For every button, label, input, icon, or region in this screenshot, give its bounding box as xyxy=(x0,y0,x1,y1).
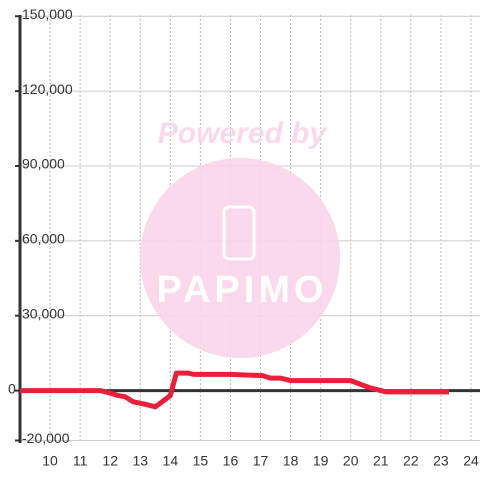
x-tick-label: 13 xyxy=(132,453,148,469)
y-tick-label: 120,000 xyxy=(22,81,73,97)
x-tick-label: 22 xyxy=(403,453,419,469)
x-tick-label: 20 xyxy=(343,453,359,469)
y-tick-label: 30,000 xyxy=(22,305,65,321)
watermark: Powered by PAPIMO xyxy=(140,117,340,358)
y-tick-label: 90,000 xyxy=(22,156,65,172)
x-tick-label: 11 xyxy=(73,453,88,469)
y-tick-label: -20,000 xyxy=(22,430,70,446)
x-tick-label: 21 xyxy=(373,453,389,469)
watermark-logo: PAPIMO xyxy=(156,269,327,311)
y-tick-label: 150,000 xyxy=(22,6,73,22)
x-tick-label: 14 xyxy=(163,453,179,469)
x-tick-label: 19 xyxy=(313,453,329,469)
watermark-phone xyxy=(222,205,256,261)
x-tick-label: 12 xyxy=(102,453,118,469)
x-tick-label: 24 xyxy=(463,453,479,469)
x-tick-label: 17 xyxy=(253,453,269,469)
x-tick-label: 15 xyxy=(193,453,209,469)
x-tick-label: 16 xyxy=(223,453,239,469)
y-tick-label: 60,000 xyxy=(22,231,65,247)
grid xyxy=(20,15,480,443)
x-tick-label: 18 xyxy=(283,453,299,469)
watermark-top: Powered by xyxy=(158,117,328,150)
y-tick-label: 0 xyxy=(8,380,16,396)
x-tick-label: 10 xyxy=(42,453,58,469)
x-tick-label: 23 xyxy=(433,453,449,469)
series-line xyxy=(20,370,450,410)
